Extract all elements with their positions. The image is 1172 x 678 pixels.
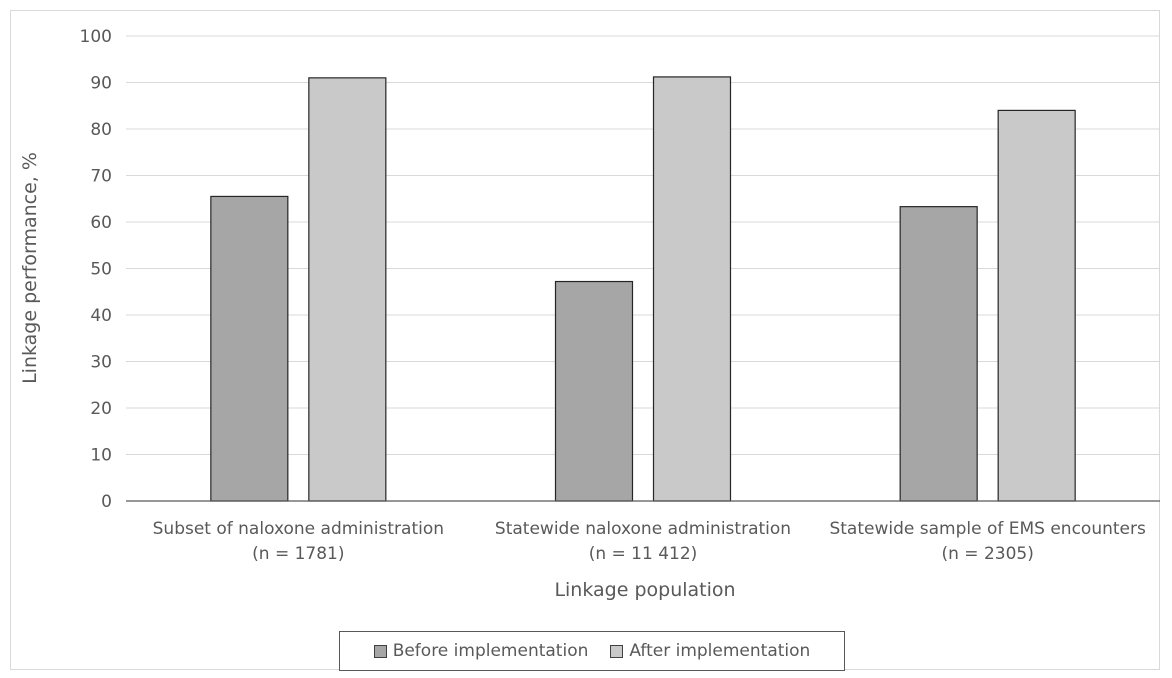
legend-label-after: After implementation bbox=[629, 641, 811, 661]
y-tick-label: 0 bbox=[101, 492, 112, 512]
y-tick-label: 30 bbox=[90, 353, 112, 373]
y-tick-label: 100 bbox=[80, 27, 112, 47]
x-tick-label: Statewide sample of EMS encounters bbox=[829, 519, 1146, 539]
legend-item-before: Before implementation bbox=[373, 641, 589, 661]
gridlines bbox=[126, 35, 1160, 455]
y-tick-label: 70 bbox=[90, 167, 112, 187]
y-axis-title: Linkage performance, % bbox=[19, 152, 41, 384]
bar-before-1 bbox=[210, 195, 289, 502]
legend-swatch-before bbox=[373, 644, 387, 658]
x-axis-title: Linkage population bbox=[554, 579, 735, 601]
bars bbox=[210, 76, 1076, 502]
y-tick-label: 10 bbox=[90, 446, 112, 466]
y-tick-label: 40 bbox=[90, 306, 112, 326]
x-tick-label: Statewide naloxone administration bbox=[495, 519, 791, 539]
bar-before-3 bbox=[899, 206, 978, 502]
bar-after-2 bbox=[652, 76, 732, 502]
legend-swatch-after bbox=[610, 644, 624, 658]
bar-after-3 bbox=[997, 109, 1076, 502]
y-tick-label: 90 bbox=[90, 74, 112, 94]
y-axis-ticks: 0 10 20 30 40 50 60 70 80 90 100 bbox=[80, 27, 112, 512]
legend-item-after: After implementation bbox=[610, 641, 810, 661]
x-tick-label: (n = 11 412) bbox=[589, 544, 698, 564]
x-tick-label: (n = 1781) bbox=[252, 544, 344, 564]
bar-before-2 bbox=[554, 280, 634, 502]
y-tick-label: 50 bbox=[90, 260, 112, 280]
y-tick-label: 60 bbox=[90, 213, 112, 233]
x-tick-label: (n = 2305) bbox=[941, 544, 1033, 564]
y-tick-label: 20 bbox=[90, 399, 112, 419]
legend-label-before: Before implementation bbox=[392, 641, 589, 661]
bar-after-1 bbox=[308, 77, 387, 502]
legend: Before implementation After implementati… bbox=[339, 631, 845, 671]
x-axis-category-labels: Subset of naloxone administration (n = 17… bbox=[153, 519, 1146, 564]
y-tick-label: 80 bbox=[90, 120, 112, 140]
x-tick-label: Subset of naloxone administration bbox=[153, 519, 444, 539]
